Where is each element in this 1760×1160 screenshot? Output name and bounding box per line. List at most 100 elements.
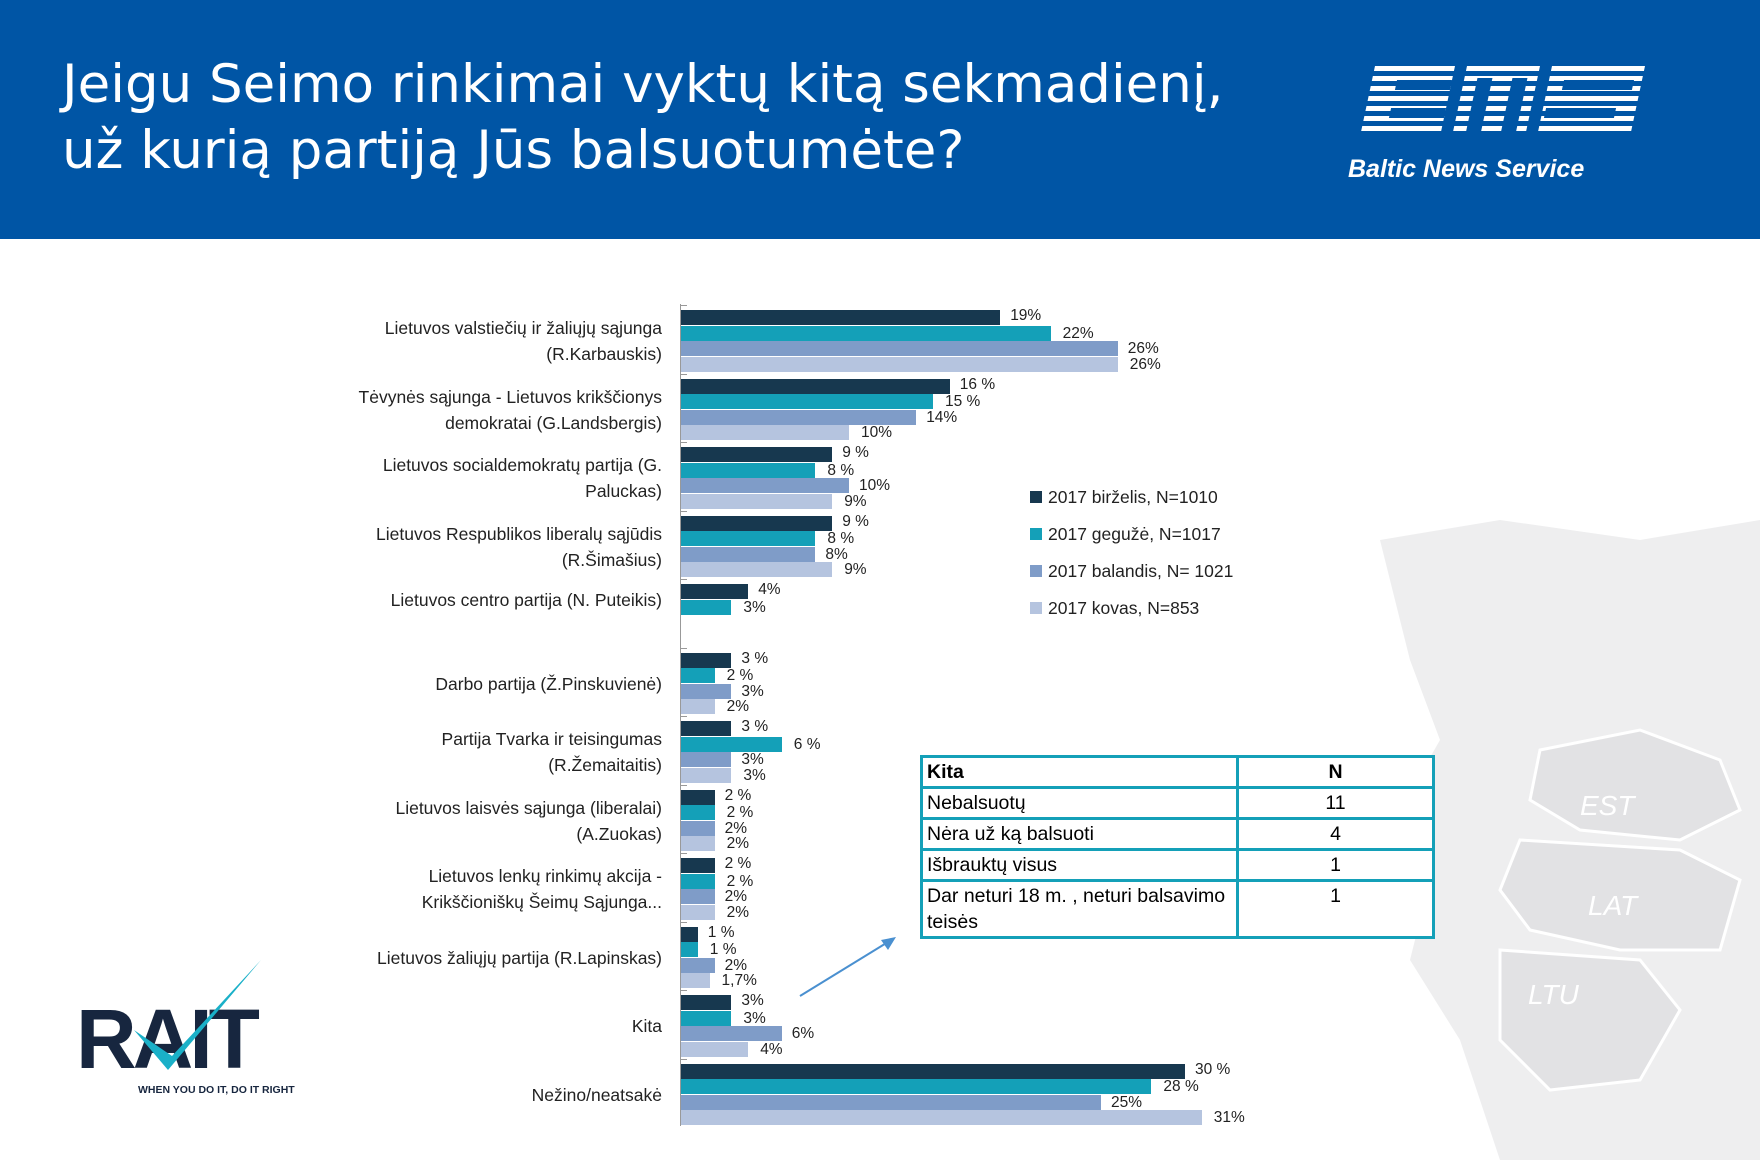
data-label: 2% bbox=[724, 888, 747, 906]
header-banner: Jeigu Seimo rinkimai vyktų kitą sekmadie… bbox=[0, 0, 1760, 239]
bar bbox=[681, 425, 849, 441]
bar bbox=[681, 562, 833, 578]
data-label: 2% bbox=[724, 956, 747, 974]
table-cell-label: Dar neturi 18 m. , neturi balsavimo teis… bbox=[920, 879, 1239, 939]
y-axis-line bbox=[680, 304, 681, 1126]
data-label: 9 % bbox=[842, 512, 869, 530]
bar bbox=[681, 789, 715, 805]
bar bbox=[681, 378, 950, 394]
bar bbox=[681, 356, 1118, 372]
axis-tick bbox=[681, 510, 687, 512]
table-cell-n: 11 bbox=[1236, 786, 1435, 820]
table-row: Išbrauktų visus 1 bbox=[920, 848, 1435, 882]
category-label: Partija Tvarka ir teisingumas (R.Žemaitai… bbox=[441, 729, 662, 776]
data-label: 4% bbox=[760, 1040, 783, 1058]
axis-tick bbox=[681, 442, 687, 443]
legend-label: 2017 kovas, N=853 bbox=[1048, 598, 1200, 618]
legend-swatch bbox=[1030, 602, 1042, 614]
table-cell-label: Nebalsuotų bbox=[920, 786, 1239, 820]
bar bbox=[681, 341, 1118, 357]
data-label: 16 % bbox=[959, 375, 996, 393]
data-label: 1 % bbox=[709, 941, 737, 959]
legend-label: 2017 gegužė, N=1017 bbox=[1048, 524, 1221, 544]
table-cell-label: Nėra už ką balsuoti bbox=[920, 817, 1239, 851]
legend-swatch bbox=[1030, 565, 1042, 577]
kita-breakdown-table: Kita N Nebalsuotų 11 Nėra už ką balsuoti 4… bbox=[920, 755, 1435, 939]
legend-label: 2017 balandis, N= 1021 bbox=[1048, 561, 1234, 581]
data-label: 2% bbox=[726, 698, 749, 716]
data-label: 1,7% bbox=[721, 972, 757, 990]
axis-tick bbox=[681, 579, 687, 580]
data-label: 3% bbox=[741, 751, 764, 769]
data-label: 2 % bbox=[726, 872, 754, 890]
bar bbox=[681, 652, 732, 668]
axis-tick bbox=[681, 647, 687, 649]
data-label: 14% bbox=[926, 408, 958, 426]
data-label: 3% bbox=[743, 598, 766, 616]
data-label: 10% bbox=[859, 477, 891, 495]
legend-label: 2017 birželis, N=1010 bbox=[1048, 487, 1218, 507]
bar bbox=[681, 515, 833, 531]
axis-tick bbox=[681, 373, 687, 375]
axis-tick bbox=[681, 716, 687, 717]
title-line-2: už kurią partiją Jūs balsuotumėte? bbox=[62, 120, 965, 181]
bar bbox=[681, 1041, 749, 1057]
data-label: 2 % bbox=[724, 855, 752, 872]
data-label: 10% bbox=[861, 424, 893, 442]
data-label: 6% bbox=[791, 1025, 815, 1043]
bar bbox=[681, 836, 715, 852]
bar bbox=[681, 858, 715, 873]
data-label: 3% bbox=[743, 766, 766, 784]
bar bbox=[681, 1026, 782, 1042]
bar bbox=[681, 478, 849, 494]
bar bbox=[681, 904, 715, 920]
data-label: 2% bbox=[726, 835, 749, 853]
rait-logo-text: RAIT bbox=[76, 992, 260, 1086]
title-line-1: Jeigu Seimo rinkimai vyktų kitą sekmadie… bbox=[62, 54, 1224, 115]
header-cell-n: N bbox=[1236, 755, 1435, 789]
data-label: 8 % bbox=[827, 461, 855, 479]
bar bbox=[681, 767, 732, 783]
legend-item: 2017 balandis, N= 1021 bbox=[1030, 561, 1233, 582]
bar bbox=[681, 325, 1051, 341]
data-label: 22% bbox=[1062, 324, 1094, 342]
map-label-est: EST bbox=[1580, 790, 1636, 821]
map-label-ltu: LTU bbox=[1528, 979, 1580, 1010]
rait-tagline: WHEN YOU DO IT, DO IT RIGHT bbox=[138, 1084, 295, 1096]
bar bbox=[681, 1010, 732, 1026]
data-label: 9% bbox=[844, 561, 867, 579]
axis-tick bbox=[681, 853, 687, 854]
category-label: Darbo partija (Ž.Pinskuvienė) bbox=[435, 673, 662, 694]
data-label: 3 % bbox=[741, 718, 769, 735]
bar bbox=[681, 447, 833, 462]
data-label: 3 % bbox=[741, 649, 769, 667]
bar bbox=[681, 889, 715, 905]
bar bbox=[681, 1110, 1202, 1126]
data-label: 26% bbox=[1129, 355, 1161, 373]
axis-tick bbox=[681, 990, 687, 991]
category-label: Lietuvos valstiečių ir žaliųjų sąjunga (R… bbox=[384, 318, 662, 365]
table-cell-n: 4 bbox=[1236, 817, 1435, 851]
bar bbox=[681, 1079, 1152, 1095]
data-label: 2% bbox=[726, 903, 749, 921]
legend-item: 2017 kovas, N=853 bbox=[1030, 598, 1199, 619]
data-label: 19% bbox=[1010, 307, 1042, 324]
bar bbox=[681, 926, 698, 942]
bar bbox=[681, 409, 917, 425]
data-label: 9% bbox=[844, 492, 867, 510]
category-label: Kita bbox=[631, 1016, 662, 1037]
data-label: 8 % bbox=[827, 530, 855, 548]
bar bbox=[681, 1063, 1185, 1079]
axis-tick bbox=[681, 784, 687, 786]
bar bbox=[681, 820, 715, 836]
category-label: Lietuvos centro partija (N. Puteikis) bbox=[390, 589, 662, 610]
bar bbox=[681, 721, 732, 736]
data-label: 6 % bbox=[793, 735, 821, 753]
category-label: Tėvynės sąjunga - Lietuvos krikščionys de… bbox=[358, 386, 662, 433]
category-label: Nežino/neatsakė bbox=[531, 1084, 662, 1105]
table-cell-label: Išbrauktų visus bbox=[920, 848, 1239, 882]
bns-logo bbox=[1361, 66, 1645, 136]
table-header-row: Kita N bbox=[920, 755, 1435, 789]
